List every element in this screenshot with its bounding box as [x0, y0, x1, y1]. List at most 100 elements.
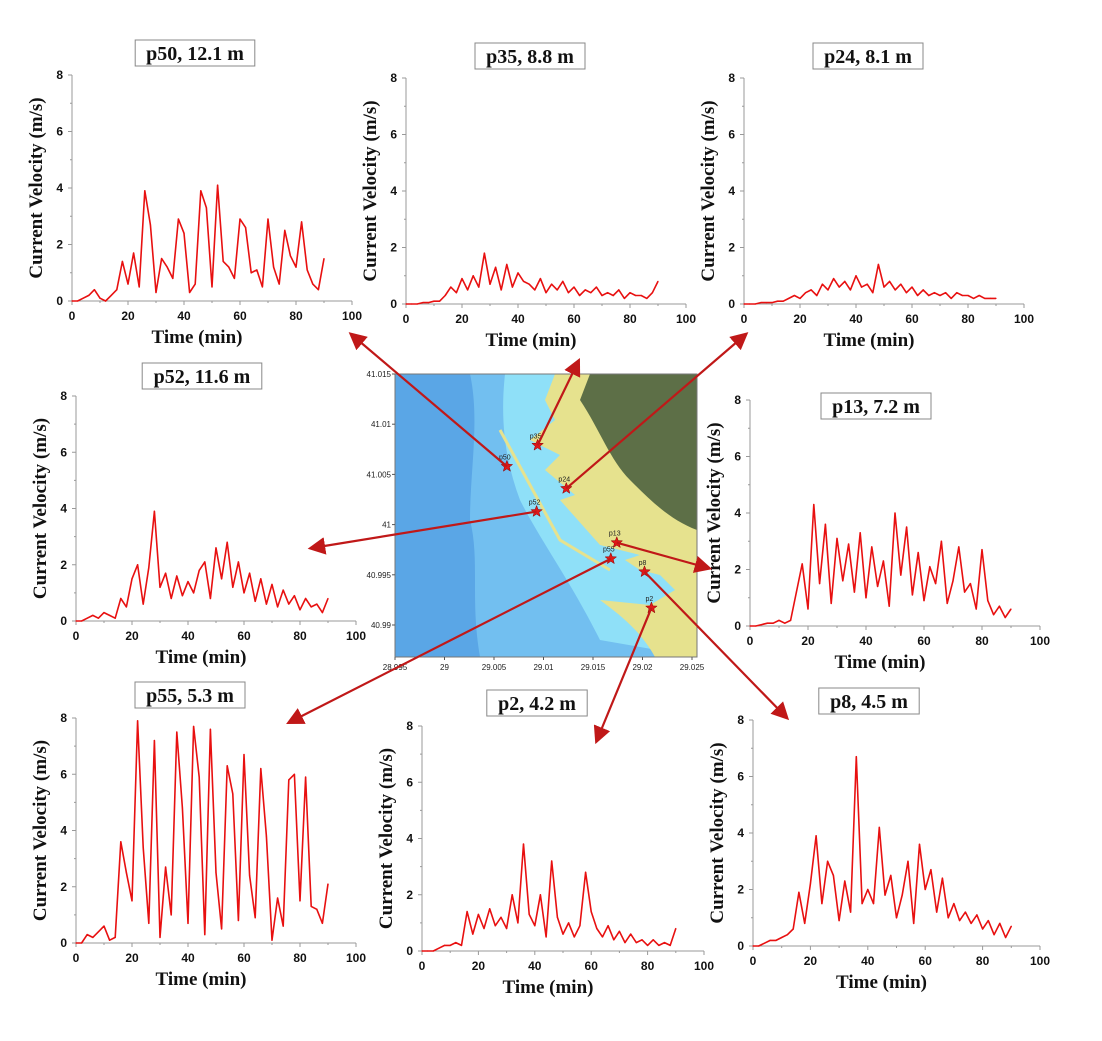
x-tick-label: 20 [804, 954, 818, 968]
velocity-point [987, 919, 989, 922]
velocity-point [254, 600, 256, 602]
velocity-point [97, 617, 99, 619]
velocity-point [316, 603, 318, 605]
x-tick-label: 80 [976, 954, 990, 968]
velocity-point [900, 574, 902, 576]
velocity-point [976, 914, 978, 916]
x-axis-label: Time (min) [503, 977, 594, 998]
velocity-point [838, 919, 840, 922]
panel-p8: p8, 4.5 m 0 20 40 60 80 100 0 2 4 6 8 Time (min) Curr… [707, 687, 1050, 993]
velocity-point [284, 229, 286, 231]
x-tick-label: 0 [741, 312, 748, 326]
x-tick-label: 60 [919, 954, 933, 968]
y-tick-label: 4 [60, 502, 67, 516]
velocity-point [506, 927, 508, 930]
velocity-point [1004, 936, 1007, 939]
velocity-point [539, 277, 542, 280]
velocity-point [172, 277, 174, 279]
velocity-point [204, 933, 206, 936]
velocity-point [940, 540, 943, 542]
velocity-point [228, 266, 230, 268]
velocity-point [651, 292, 654, 294]
velocity-point [282, 925, 284, 927]
velocity-point [176, 731, 178, 733]
y-axis-label: Current Velocity (m/s) [707, 742, 728, 923]
velocity-point [149, 224, 151, 226]
velocity-point [788, 297, 790, 299]
y-tick-label: 8 [406, 719, 413, 733]
x-tick-label: 20 [801, 634, 815, 648]
map-lon-label: 29.005 [482, 663, 507, 672]
panel-p50: p50, 12.1 m 0 20 40 60 80 100 0 2 4 6 8 Time (min) Cu… [26, 39, 362, 348]
x-tick-label: 0 [403, 312, 410, 326]
map-lat-label: 41.01 [371, 420, 392, 429]
velocity-point [443, 944, 446, 946]
velocity-point [607, 292, 609, 294]
x-tick-label: 0 [69, 309, 76, 323]
velocity-point [142, 846, 144, 848]
y-tick-label: 2 [728, 241, 735, 255]
velocity-point [317, 289, 319, 291]
velocity-point [187, 581, 189, 583]
panel-title-box [486, 689, 588, 717]
map-canvas [395, 374, 697, 657]
x-tick-label: 80 [293, 951, 307, 965]
velocity-point [998, 605, 1001, 607]
velocity-point [422, 301, 424, 304]
velocity-point [137, 720, 139, 722]
velocity-point [911, 286, 913, 288]
station-label-p8: p8 [639, 560, 647, 567]
velocity-point [427, 950, 429, 952]
velocity-point [295, 266, 297, 268]
velocity-point [795, 591, 798, 593]
velocity-point [878, 826, 880, 828]
y-tick-label: 6 [56, 125, 63, 139]
velocity-point [489, 908, 491, 910]
velocity-point [830, 602, 832, 605]
panel-title: p50, 12.1 m [146, 43, 244, 65]
velocity-point [882, 560, 885, 562]
x-tick-label: 60 [233, 309, 247, 323]
velocity-point [771, 301, 773, 304]
velocity-point [777, 300, 779, 302]
velocity-point [792, 928, 794, 930]
velocity-series-line [76, 720, 329, 944]
velocity-point [743, 303, 745, 305]
x-tick-label: 40 [181, 951, 195, 965]
velocity-point [528, 283, 530, 285]
velocity-point [277, 897, 279, 899]
velocity-point [105, 300, 107, 302]
velocity-point [836, 537, 838, 540]
velocity-point [181, 807, 183, 809]
velocity-point [226, 541, 228, 543]
velocity-point [517, 272, 519, 274]
velocity-point [204, 561, 206, 563]
station-label-p35: p35 [530, 433, 542, 440]
velocity-point [205, 207, 207, 209]
velocity-point [278, 283, 280, 285]
map-lon-label: 29.015 [581, 663, 606, 672]
velocity-point [936, 911, 938, 913]
velocity-point [842, 580, 844, 582]
x-tick-label: 40 [511, 312, 525, 326]
velocity-point [273, 266, 275, 268]
velocity-point [749, 625, 751, 627]
x-tick-label: 100 [694, 959, 714, 973]
x-axis-label: Time (min) [152, 327, 243, 348]
velocity-point [646, 297, 648, 299]
velocity-point [254, 917, 256, 919]
velocity-point [917, 294, 919, 297]
y-tick-label: 4 [56, 181, 63, 195]
velocity-point [187, 922, 189, 924]
velocity-point [766, 622, 769, 624]
velocity-point [153, 739, 155, 742]
velocity-point [613, 939, 615, 941]
panel-p24: p24, 8.1 m 0 20 40 60 80 100 0 2 4 6 8 Time (min) Cur… [698, 42, 1034, 351]
station-label-p55: p55 [603, 547, 615, 554]
velocity-point [900, 283, 902, 285]
velocity-point [86, 933, 88, 936]
y-tick-label: 2 [390, 241, 397, 255]
arrow-p55 [286, 557, 612, 724]
velocity-point [833, 277, 835, 280]
y-tick-label: 8 [60, 711, 67, 725]
